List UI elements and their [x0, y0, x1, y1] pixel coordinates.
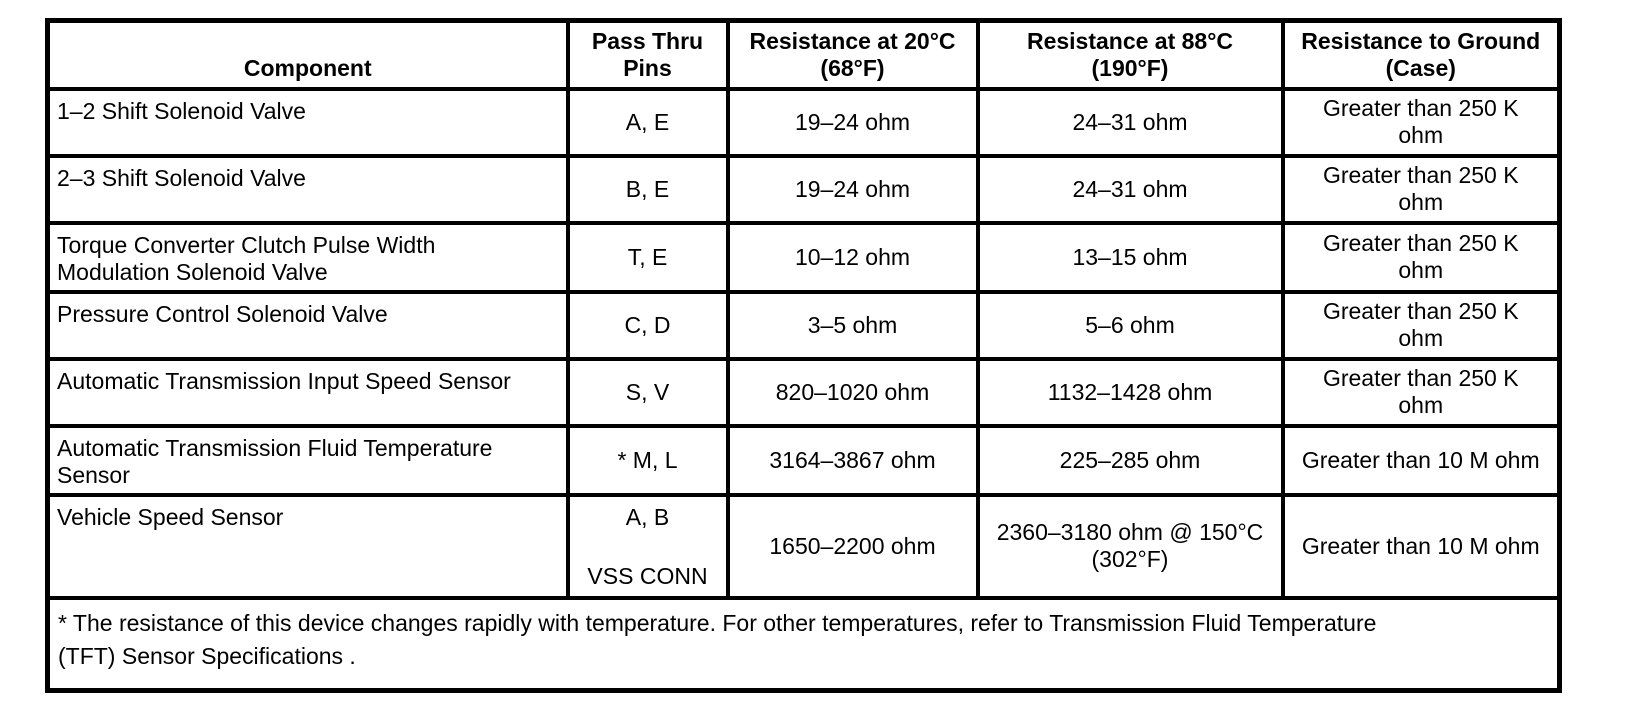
- cell-pins: S, V: [565, 356, 730, 428]
- cell-pins: B, E: [565, 153, 730, 225]
- footnote-text: * The resistance of this device changes …: [45, 595, 1562, 693]
- col-header-resistance-ground: Resistance to Ground (Case): [1280, 18, 1562, 91]
- cell-pins: C, D: [565, 289, 730, 361]
- col-header-component: Component: [45, 18, 570, 91]
- pins-split-container: A, B VSS CONN: [576, 504, 720, 590]
- cell-component: Automatic Transmission Fluid Temperature…: [45, 423, 570, 497]
- cell-component: Vehicle Speed Sensor: [45, 492, 570, 600]
- cell-resistance-88c: 24–31 ohm: [975, 86, 1285, 158]
- table-row: Vehicle Speed Sensor A, B VSS CONN 1650–…: [45, 492, 1562, 600]
- cell-component: Torque Converter Clutch Pulse Width Modu…: [45, 220, 570, 294]
- cell-component: Pressure Control Solenoid Valve: [45, 289, 570, 361]
- cell-pins: A, B VSS CONN: [565, 492, 730, 600]
- table-row: Torque Converter Clutch Pulse Width Modu…: [45, 220, 1562, 294]
- cell-resistance-88c: 1132–1428 ohm: [975, 356, 1285, 428]
- cell-pins: T, E: [565, 220, 730, 294]
- cell-resistance-ground: Greater than 10 M ohm: [1280, 492, 1562, 600]
- cell-resistance-20c: 3164–3867 ohm: [725, 423, 980, 497]
- cell-pins: A, E: [565, 86, 730, 158]
- cell-resistance-ground: Greater than 250 K ohm: [1280, 356, 1562, 428]
- col-header-resistance-88c: Resistance at 88°C (190°F): [975, 18, 1285, 91]
- table-header-row: Component Pass Thru Pins Resistance at 2…: [45, 18, 1562, 91]
- cell-component: 2–3 Shift Solenoid Valve: [45, 153, 570, 225]
- cell-pins: * M, L: [565, 423, 730, 497]
- cell-resistance-20c: 820–1020 ohm: [725, 356, 980, 428]
- table-row: 2–3 Shift Solenoid Valve B, E 19–24 ohm …: [45, 153, 1562, 225]
- cell-resistance-20c: 10–12 ohm: [725, 220, 980, 294]
- col-header-resistance-20c: Resistance at 20°C (68°F): [725, 18, 980, 91]
- cell-resistance-88c: 13–15 ohm: [975, 220, 1285, 294]
- cell-resistance-88c: 225–285 ohm: [975, 423, 1285, 497]
- pins-connector-label: VSS CONN: [587, 562, 708, 589]
- cell-resistance-88c: 24–31 ohm: [975, 153, 1285, 225]
- pins-harness-label: A, B: [625, 503, 670, 530]
- cell-resistance-88c: 5–6 ohm: [975, 289, 1285, 361]
- cell-resistance-ground: Greater than 250 K ohm: [1280, 220, 1562, 294]
- table-row: Pressure Control Solenoid Valve C, D 3–5…: [45, 289, 1562, 361]
- table-row: 1–2 Shift Solenoid Valve A, E 19–24 ohm …: [45, 86, 1562, 158]
- col-header-pass-thru-pins: Pass Thru Pins: [565, 18, 730, 91]
- cell-resistance-20c: 3–5 ohm: [725, 289, 980, 361]
- cell-resistance-ground: Greater than 250 K ohm: [1280, 153, 1562, 225]
- cell-resistance-ground: Greater than 250 K ohm: [1280, 289, 1562, 361]
- resistance-spec-table: Component Pass Thru Pins Resistance at 2…: [45, 18, 1562, 693]
- cell-resistance-88c: 2360–3180 ohm @ 150°C (302°F): [975, 492, 1285, 600]
- table-row: Automatic Transmission Fluid Temperature…: [45, 423, 1562, 497]
- cell-component: 1–2 Shift Solenoid Valve: [45, 86, 570, 158]
- cell-resistance-20c: 19–24 ohm: [725, 153, 980, 225]
- cell-component: Automatic Transmission Input Speed Senso…: [45, 356, 570, 428]
- table-footnote-row: * The resistance of this device changes …: [45, 595, 1562, 693]
- table-row: Automatic Transmission Input Speed Senso…: [45, 356, 1562, 428]
- cell-resistance-20c: 1650–2200 ohm: [725, 492, 980, 600]
- cell-resistance-ground: Greater than 250 K ohm: [1280, 86, 1562, 158]
- cell-resistance-20c: 19–24 ohm: [725, 86, 980, 158]
- cell-resistance-ground: Greater than 10 M ohm: [1280, 423, 1562, 497]
